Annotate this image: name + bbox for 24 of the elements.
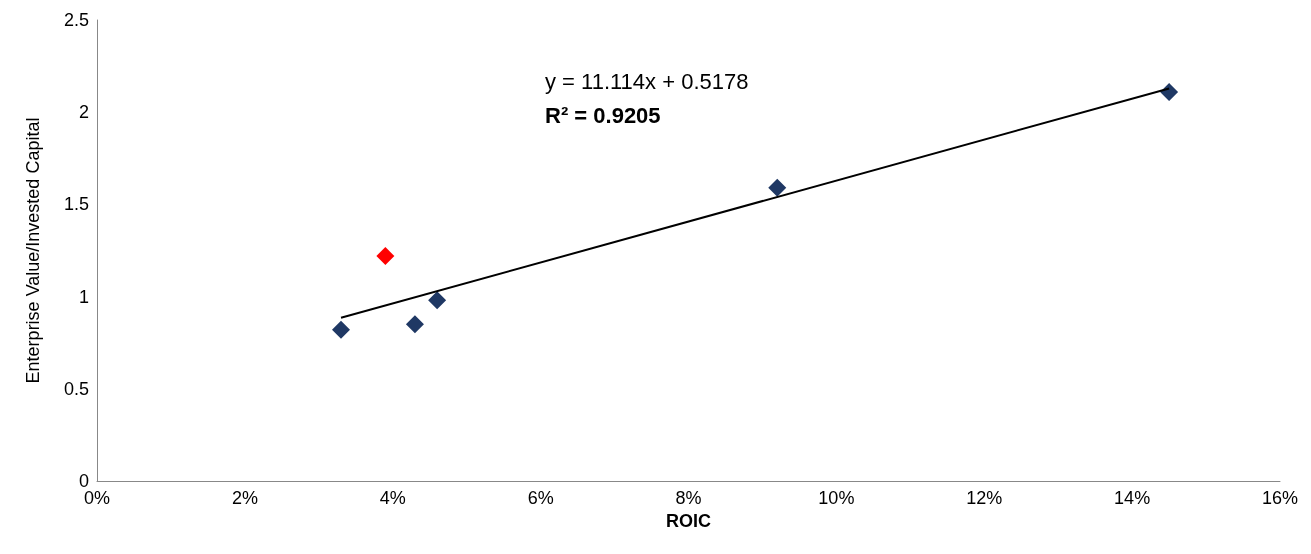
x-tick-label: 8% [675, 488, 702, 508]
y-tick-label: 1.5 [63, 194, 89, 215]
point [376, 247, 395, 266]
y-tick-label: 0 [78, 471, 89, 491]
y-tick-label: 1 [78, 286, 89, 307]
point [331, 320, 350, 339]
x-tick-label: 16% [1261, 488, 1299, 508]
point [405, 315, 424, 334]
x-tick-label: 12% [966, 488, 1003, 508]
x-axis-title: ROIC [666, 510, 711, 531]
x-tick-label: 6% [527, 488, 554, 508]
y-tick-label: 2 [78, 102, 89, 123]
x-tick-label: 14% [1114, 488, 1151, 508]
x-tick-label: 0% [83, 488, 111, 508]
point [768, 178, 787, 197]
x-tick-label: 10% [818, 488, 855, 508]
annotation: y = 11.114x + 0.5178 [544, 68, 749, 94]
annotation: R² = 0.9205 [545, 102, 661, 128]
y-tick-label: 0.5 [63, 378, 89, 399]
y-tick-label: 2.5 [63, 10, 89, 30]
y-axis-title: Enterprise Value/Invested Capital [23, 117, 43, 384]
x-tick-label: 4% [379, 488, 406, 508]
point [428, 291, 447, 310]
x-tick-label: 2% [231, 488, 258, 508]
